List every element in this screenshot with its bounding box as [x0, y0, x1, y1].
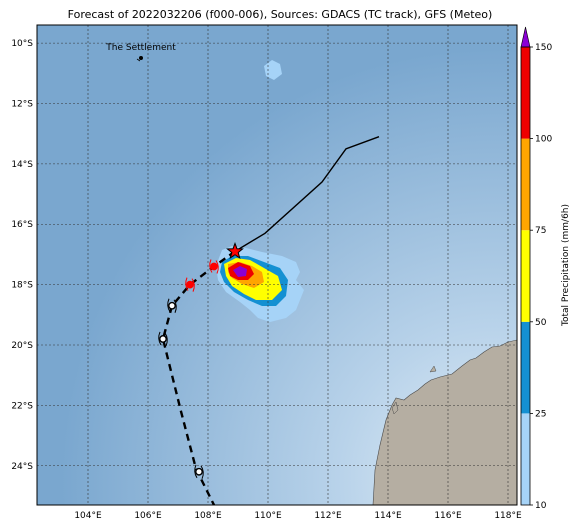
lat-tick-label: 24°S [11, 462, 33, 472]
land-western-australia [372, 339, 517, 505]
map-area: The Settlement [37, 25, 517, 505]
island-2 [391, 401, 399, 415]
lon-tick-label: 116°E [434, 511, 462, 521]
colorbar-tick-label: 25 [535, 409, 546, 419]
lon-tick-label: 114°E [374, 511, 402, 521]
colorbar-label: Total Precipitation (mm/6h) [561, 204, 571, 327]
colorbar-band [521, 321, 530, 414]
lon-tick-label: 118°E [494, 511, 522, 521]
cyclone-symbol-icon [209, 259, 219, 274]
lon-tick-label: 104°E [74, 511, 102, 521]
lon-tick-label: 110°E [254, 511, 282, 521]
colorbar-extend-triangle [520, 26, 531, 48]
current-position-star-icon [226, 241, 244, 260]
cyclone-symbol-icon [194, 464, 204, 479]
settlement-label: The Settlement [105, 43, 176, 53]
lat-tick-label: 22°S [11, 401, 33, 411]
lat-tick-label: 10°S [11, 39, 33, 49]
colorbar-band [521, 413, 530, 505]
forecast-points [158, 259, 219, 479]
cyclone-symbol-icon [185, 277, 195, 292]
precip-band-10-25-b [264, 60, 282, 80]
colorbar: 10 25 50 75 100 150 Total Precipitation (mm/6… [520, 26, 571, 511]
lat-tick-label: 12°S [11, 99, 33, 109]
colorbar-frame [520, 46, 531, 506]
settlement-marker [139, 56, 143, 60]
map-frame [36, 24, 518, 506]
precip-band-over-150 [233, 266, 247, 277]
lat-tick-label: 20°S [11, 341, 33, 351]
colorbar-tick-labels: 10 25 50 75 100 150 [530, 43, 552, 511]
cyclone-symbol-icon [158, 331, 168, 347]
lon-tick-label: 106°E [134, 511, 162, 521]
latitude-tick-labels: 10°S 12°S 14°S 16°S 18°S 20°S 22°S 24°S [11, 39, 33, 472]
lat-tick-label: 18°S [11, 281, 33, 291]
colorbar-band [521, 230, 530, 322]
figure-title: Forecast of 2022032206 (f000-006), Sourc… [67, 8, 493, 21]
colorbar-tick-label: 50 [535, 318, 547, 328]
lat-tick-label: 14°S [11, 160, 33, 170]
settlement-island [136, 58, 141, 62]
colorbar-tick-label: 10 [535, 501, 547, 511]
colorbar-tick-label: 150 [535, 43, 552, 53]
cyclone-symbol-icon [167, 298, 177, 313]
past-track-line [234, 136, 380, 252]
colorbar-tick-label: 75 [535, 226, 546, 236]
colorbar-band [521, 138, 530, 231]
graticule [37, 25, 517, 505]
colorbar-band [521, 47, 530, 139]
island-1 [429, 365, 437, 373]
colorbar-tick-label: 100 [535, 135, 552, 145]
lon-tick-label: 108°E [194, 511, 222, 521]
colorbar-bands [521, 47, 530, 505]
lat-tick-label: 16°S [11, 220, 33, 230]
lon-tick-label: 112°E [314, 511, 342, 521]
precipitation-field [216, 60, 304, 322]
longitude-tick-labels: 104°E 106°E 108°E 110°E 112°E 114°E 116°E 118°E [74, 511, 522, 521]
